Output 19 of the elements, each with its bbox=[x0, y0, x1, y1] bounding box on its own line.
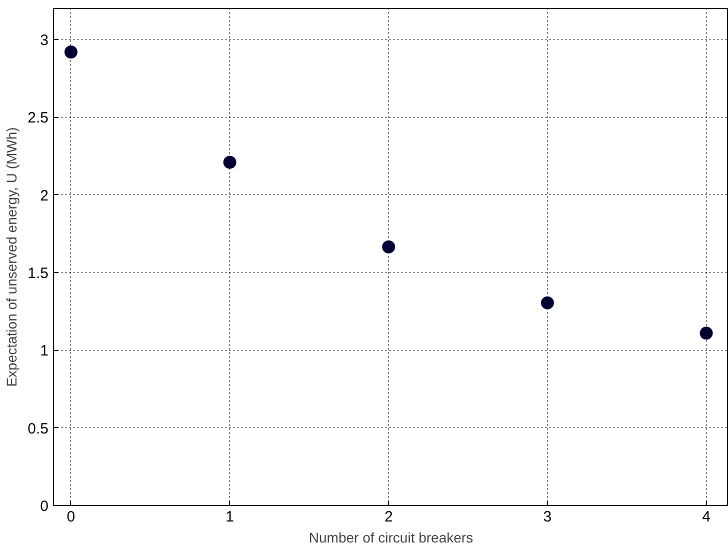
point bbox=[700, 326, 713, 340]
point bbox=[540, 296, 554, 310]
y-tick-label: 2 bbox=[40, 187, 48, 204]
x-axis-title: Number of circuit breakers bbox=[308, 530, 474, 546]
y-tick-label: 1.5 bbox=[28, 265, 49, 282]
x-tick-label: 0 bbox=[66, 508, 76, 526]
x-tick-label: 2 bbox=[384, 508, 393, 526]
x-tick-label: 3 bbox=[543, 508, 552, 526]
point bbox=[382, 240, 396, 254]
point bbox=[64, 46, 78, 58]
x-tick-label: 1 bbox=[226, 508, 234, 526]
y-axis-title: Expectation of unserved energy, U (MWh) bbox=[4, 127, 20, 387]
y-tick-label: 1 bbox=[40, 342, 48, 360]
point bbox=[223, 156, 236, 169]
x-tick-label: 4 bbox=[702, 508, 710, 526]
y-tick-label: 2.5 bbox=[28, 110, 49, 127]
y-tick-label: 3 bbox=[40, 32, 48, 50]
y-tick-label: 0.5 bbox=[28, 420, 49, 438]
y-tick-label: 0 bbox=[40, 498, 48, 515]
